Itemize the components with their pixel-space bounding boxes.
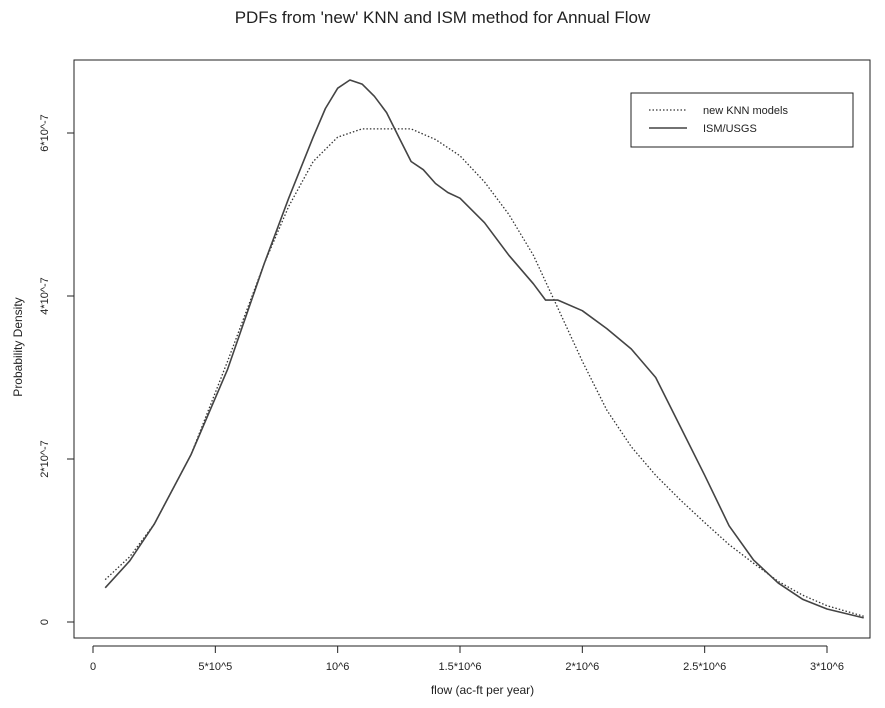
series-line-ism — [104, 79, 864, 619]
x-axis: 0 5*10^5 10^6 1.5*10^6 2*10^6 2.5*10^6 3*10^6 — [90, 645, 844, 673]
x-axis-label: flow (ac-ft per year) — [430, 683, 535, 697]
series-line-knn — [104, 128, 864, 617]
x-tick-label: 1.5*10^6 — [438, 661, 481, 673]
x-tick-label: 2.5*10^6 — [683, 661, 726, 673]
y-tick-label: 2*10^-7 — [39, 440, 51, 478]
chart-title: PDFs from 'new' KNN and ISM method for A… — [234, 8, 651, 27]
x-tick-label: 10^6 — [326, 661, 350, 673]
y-tick-label: 6*10^-7 — [39, 114, 51, 152]
y-axis: 0 2*10^-7 4*10^-7 6*10^-7 — [39, 114, 75, 625]
legend: new KNN models ISM/USGS — [630, 92, 854, 148]
x-tick-label: 3*10^6 — [810, 661, 844, 673]
y-tick-label: 4*10^-7 — [39, 277, 51, 315]
x-tick-label: 0 — [90, 661, 96, 673]
x-tick-label: 5*10^5 — [198, 661, 232, 673]
y-tick-label: 0 — [39, 619, 51, 625]
legend-box — [630, 92, 854, 148]
y-axis-label: Probability Density — [11, 297, 25, 397]
series-layer — [104, 79, 864, 619]
legend-label: ISM/USGS — [703, 123, 757, 135]
legend-label: new KNN models — [703, 105, 788, 117]
x-tick-label: 2*10^6 — [565, 661, 599, 673]
